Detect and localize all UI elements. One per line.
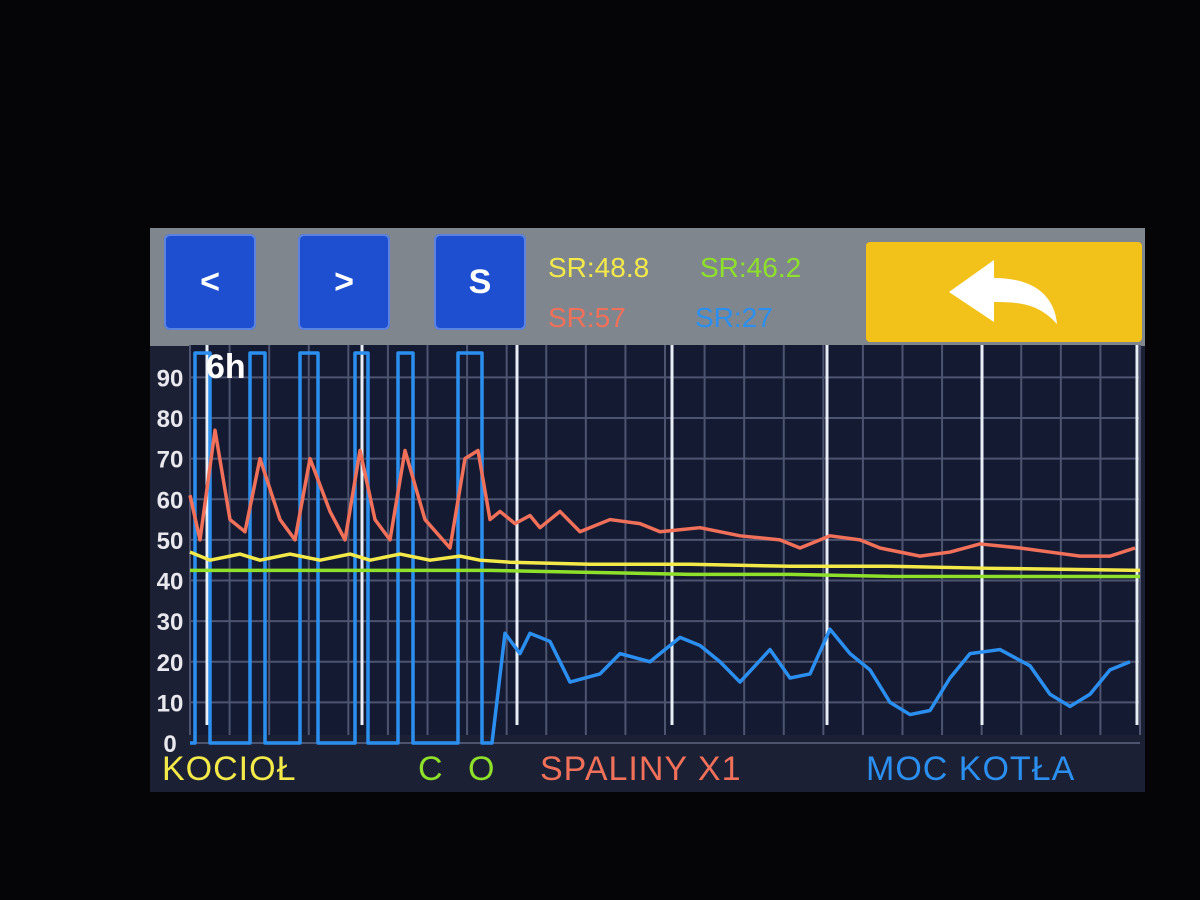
series-line-spaliny-x1 <box>188 428 1136 558</box>
header-bar: < > S SR:48.8 SR:46.2 SR:57 SR:27 <box>150 228 1145 346</box>
y-tick-label: 40 <box>157 569 184 596</box>
y-tick-label: 0 <box>163 731 176 758</box>
next-button[interactable]: > <box>298 234 390 330</box>
legend-co: C O <box>418 750 503 788</box>
sr-spaliny: SR:57 <box>548 302 626 333</box>
y-tick-label: 80 <box>157 406 184 433</box>
y-tick-label: 50 <box>157 528 184 555</box>
back-arrow-icon <box>949 260 1057 324</box>
back-button[interactable] <box>866 242 1142 342</box>
sr-kociol: SR:48.8 <box>548 252 650 283</box>
legend-moc: MOC KOTŁA <box>866 750 1076 788</box>
y-tick-label: 90 <box>157 365 184 392</box>
prev-button[interactable]: < <box>164 234 256 330</box>
sr-moc: SR:27 <box>695 302 773 333</box>
y-tick-label: 60 <box>157 487 184 514</box>
series-line-moc-kot-a <box>190 351 1131 745</box>
series-line-c-o <box>190 568 1140 579</box>
legend-spaliny: SPALINY X1 <box>540 750 742 788</box>
y-tick-label: 30 <box>157 609 184 636</box>
series-line-kocio- <box>189 550 1141 573</box>
y-tick-label: 70 <box>157 447 184 474</box>
legend-kociol: KOCIOŁ <box>162 750 297 788</box>
chart-title: 6h <box>206 348 246 386</box>
y-tick-label: 10 <box>157 690 184 717</box>
s-button[interactable]: S <box>434 234 526 330</box>
sr-co: SR:46.2 <box>700 252 802 283</box>
y-tick-label: 20 <box>157 650 184 677</box>
